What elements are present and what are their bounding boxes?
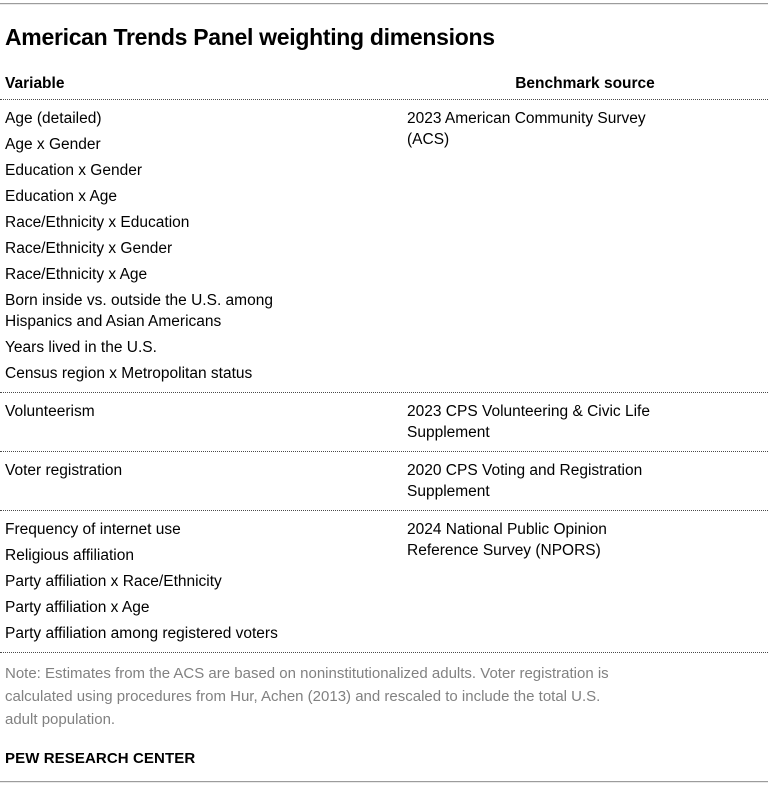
column-header-variable: Variable — [5, 75, 65, 92]
variable-item: Education x Age — [5, 188, 118, 205]
column-header-benchmark: Benchmark source — [515, 75, 655, 92]
variable-item: Voter registration — [5, 462, 123, 479]
table-section-volunteerism: Volunteerism 2023 CPS Volunteering & Civ… — [0, 393, 768, 452]
footer-note: Note: Estimates from the ACS are based o… — [5, 665, 609, 728]
table-section-voter-registration: Voter registration 2020 CPS Voting and R… — [0, 452, 768, 511]
variable-list: Frequency of internet use Religious affi… — [5, 519, 407, 644]
benchmark-source: 2024 National Public Opinion Reference S… — [407, 521, 607, 559]
figure: American Trends Panel weighting dimensio… — [0, 3, 768, 792]
variable-item: Religious affiliation — [5, 547, 134, 564]
top-divider — [0, 3, 768, 5]
variable-item: Age (detailed) — [5, 110, 102, 127]
variable-item: Education x Gender — [5, 162, 143, 179]
variable-item: Party affiliation x Race/Ethnicity — [5, 573, 222, 590]
variable-item: Party affiliation among registered voter… — [5, 625, 278, 642]
variable-item: Age x Gender — [5, 136, 101, 153]
bottom-divider — [0, 781, 768, 783]
variable-item: Race/Ethnicity x Education — [5, 214, 190, 231]
variable-item: Volunteerism — [5, 403, 95, 420]
table-header-row: Variable Benchmark source — [0, 75, 768, 100]
page-title: American Trends Panel weighting dimensio… — [5, 24, 495, 50]
variable-item: Race/Ethnicity x Gender — [5, 240, 173, 257]
benchmark-source: 2023 American Community Survey (ACS) — [407, 110, 646, 148]
variable-item: Frequency of internet use — [5, 521, 181, 538]
variable-list: Voter registration — [5, 460, 407, 502]
variable-item: Years lived in the U.S. — [5, 339, 157, 356]
benchmark-source: 2020 CPS Voting and Registration Supplem… — [407, 462, 643, 500]
variable-list: Volunteerism — [5, 401, 407, 443]
table-section-acs: Age (detailed) Age x Gender Education x … — [0, 100, 768, 393]
table-section-npors: Frequency of internet use Religious affi… — [0, 511, 768, 653]
source-attribution: PEW RESEARCH CENTER — [5, 750, 196, 767]
variable-list: Age (detailed) Age x Gender Education x … — [5, 108, 407, 384]
variable-item: Party affiliation x Age — [5, 599, 150, 616]
variable-item: Born inside vs. outside the U.S. among H… — [5, 292, 273, 330]
benchmark-source: 2023 CPS Volunteering & Civic Life Suppl… — [407, 403, 650, 441]
variable-item: Census region x Metropolitan status — [5, 365, 253, 382]
variable-item: Race/Ethnicity x Age — [5, 266, 148, 283]
